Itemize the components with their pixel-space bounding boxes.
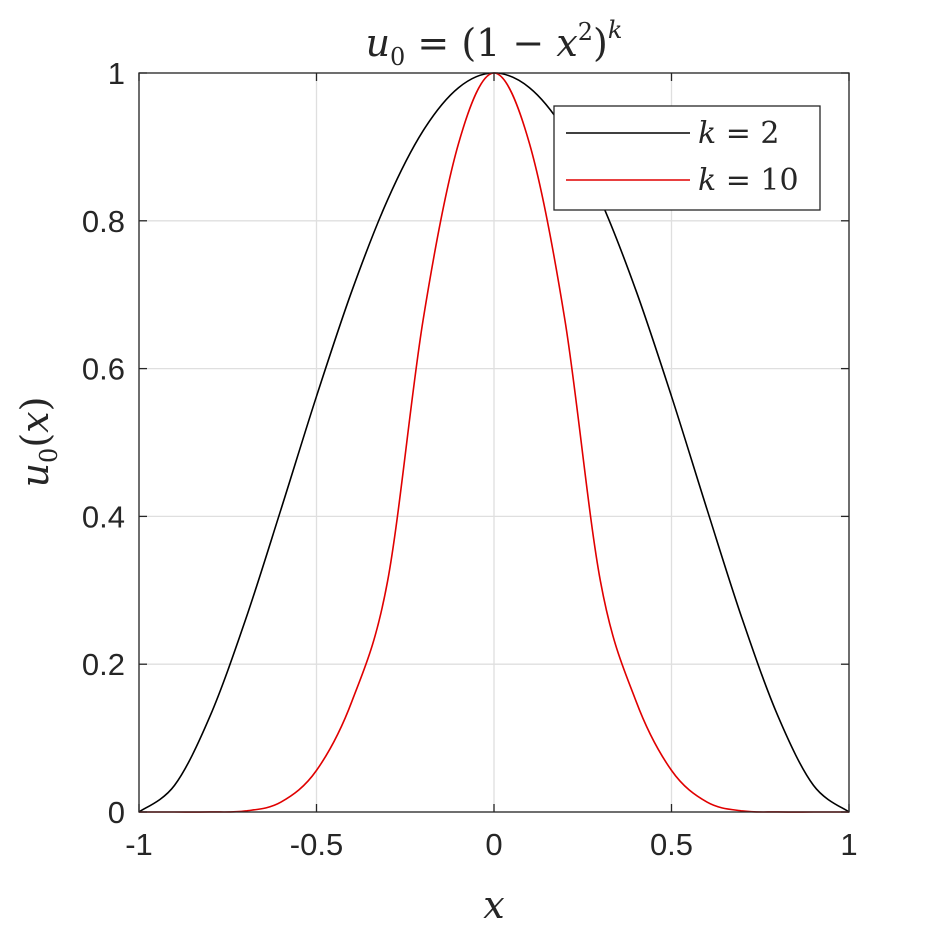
legend-box	[553, 105, 821, 211]
y-tick-label: 0.4	[82, 499, 125, 534]
x-tick-label: -0.5	[290, 827, 343, 862]
legend: k = 2 k = 10	[553, 105, 821, 211]
y-tick-label: 0.2	[82, 647, 125, 682]
x-tick-label: 0	[485, 827, 502, 862]
y-axis-label: u0(x)	[13, 397, 63, 488]
chart-title: u0 = (1 − x2)k	[366, 16, 623, 71]
y-tick-label: 1	[108, 56, 125, 91]
x-tick-label: 1	[840, 827, 857, 862]
x-tick-label: -1	[125, 827, 153, 862]
y-tick-label: 0	[108, 795, 125, 830]
ticks: -1 -0.5 0 0.5 1 0 0.2 0.4 0.6 0.8 1	[82, 56, 858, 862]
legend-label-k-2: k = 2	[698, 116, 779, 151]
legend-label-k-10: k = 10	[698, 163, 799, 198]
y-tick-label: 0.6	[82, 352, 125, 387]
y-tick-label: 0.8	[82, 204, 125, 239]
x-tick-label: 0.5	[650, 827, 693, 862]
x-axis-label: x	[483, 883, 504, 927]
